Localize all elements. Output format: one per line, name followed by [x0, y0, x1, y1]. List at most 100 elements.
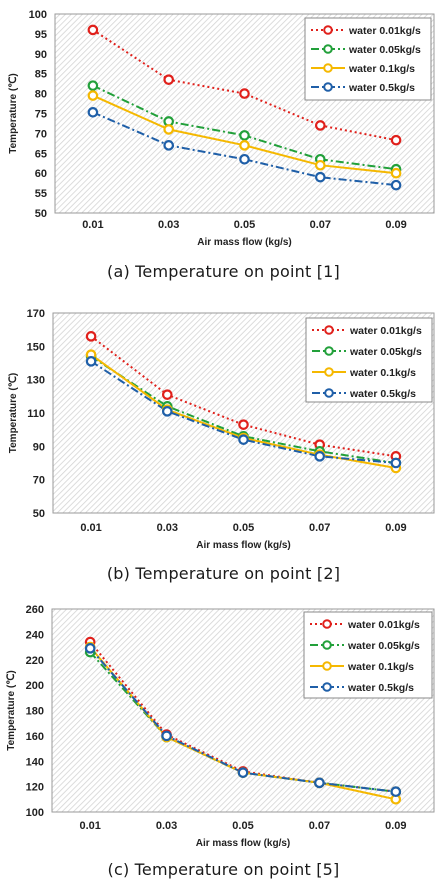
y-tick-label: 170: [27, 308, 45, 320]
y-tick-label: 90: [33, 441, 45, 453]
legend-marker-water-0-01: [322, 619, 332, 629]
legend-marker-water-0-01: [323, 25, 333, 35]
chart-b-plot: 50 70 90 110 130 150 170 0.01 0.03 0.05 0.07 0.09 Ai…: [8, 308, 435, 551]
series-line-water-0-05: [90, 355, 397, 464]
data-point-water-0-5: [314, 171, 326, 183]
data-point-water-0-5: [84, 643, 96, 654]
y-tick-label: 220: [26, 655, 44, 667]
y-tick-label: 50: [33, 508, 45, 520]
x-tick-label: 0.05: [233, 522, 254, 534]
data-point-water-0-01: [87, 24, 99, 36]
data-point-water-0-01: [162, 389, 173, 400]
chart-a-caption: (a) Temperature on point [1]: [107, 262, 340, 281]
x-tick-label: 0.03: [156, 820, 177, 832]
legend-marker-water-0-05: [324, 346, 334, 356]
y-tick-label: 65: [35, 148, 47, 160]
y-tick-label: 100: [26, 807, 44, 819]
y-tick-label: 240: [26, 629, 44, 641]
y-tick-label: 260: [26, 604, 44, 616]
chart-b-caption: (b) Temperature on point [2]: [106, 564, 341, 583]
legend-label-water-0-1: water 0.1kg/s: [347, 661, 414, 673]
y-tick-label: 85: [35, 69, 47, 81]
x-tick-label: 0.09: [385, 820, 406, 832]
data-point-water-0-05: [87, 80, 99, 91]
data-point-water-0-5: [390, 179, 402, 191]
data-point-water-0-1: [87, 90, 99, 101]
data-point-water-0-01: [314, 120, 326, 131]
y-tick-label: 180: [26, 706, 44, 718]
legend-marker-water-0-05: [322, 640, 332, 650]
data-point-water-0-1: [163, 124, 174, 135]
legend-marker-water-0-1: [323, 63, 333, 73]
data-point-water-0-1: [390, 167, 402, 179]
data-point-water-0-5: [85, 356, 97, 367]
y-tick-label: 80: [35, 89, 47, 101]
data-point-water-0-01: [163, 74, 174, 85]
data-point-water-0-5: [314, 451, 325, 462]
y-axis-label: Temperature (℃): [8, 73, 19, 154]
data-point-water-0-01: [390, 134, 402, 146]
legend-marker-water-0-01: [324, 325, 334, 335]
x-axis-label: Air mass flow (kg/s): [196, 838, 290, 849]
x-axis-label: Air mass flow (kg/s): [196, 540, 290, 551]
x-tick-label: 0.07: [309, 522, 330, 534]
chart-panel-a: 50 55 60 65 70 75 80 85 90 95 100 0.01 0.03 0.05 0.07 0…: [0, 0, 447, 296]
y-tick-label: 95: [35, 29, 47, 41]
chart-a-plot: 50 55 60 65 70 75 80 85 90 95 100 0.01 0.03 0.05 0.07 0…: [8, 9, 435, 248]
data-point-water-0-5: [87, 107, 99, 118]
legend-marker-water-0-1: [322, 661, 332, 671]
legend-label-water-0-01: water 0.01kg/s: [348, 25, 421, 37]
series-line-water-0-01: [89, 641, 396, 793]
data-point-water-0-1: [239, 140, 250, 151]
y-axis-label: Temperature (℃): [8, 373, 19, 454]
legend-marker-water-0-5: [324, 388, 334, 398]
data-point-water-0-05: [239, 130, 250, 141]
y-tick-label: 140: [26, 756, 44, 768]
chart-c-caption: (c) Temperature on point [5]: [107, 860, 340, 879]
y-tick-label: 55: [35, 188, 47, 200]
x-tick-label: 0.03: [157, 522, 178, 534]
y-tick-label: 70: [33, 475, 45, 487]
y-tick-label: 200: [26, 680, 44, 692]
legend-label-water-0-01: water 0.01kg/s: [347, 619, 420, 631]
legend: water 0.01kg/s water 0.05kg/s water 0.1kg/…: [305, 317, 433, 403]
x-tick-label: 0.05: [232, 820, 253, 832]
x-tick-label: 0.05: [234, 219, 255, 231]
data-point-water-0-5: [163, 140, 174, 151]
legend: water 0.01kg/s water 0.05kg/s water 0.1kg/…: [304, 17, 432, 101]
legend-label-water-0-1: water 0.1kg/s: [349, 367, 416, 379]
x-tick-label: 0.01: [79, 820, 100, 832]
legend-label-water-0-05: water 0.05kg/s: [349, 346, 422, 358]
legend-marker-water-0-5: [322, 682, 332, 692]
data-point-water-0-5: [390, 457, 402, 469]
y-tick-label: 100: [29, 9, 47, 21]
series-line-water-0-5: [92, 111, 397, 187]
data-point-water-0-5: [390, 786, 402, 797]
legend: water 0.01kg/s water 0.05kg/s water 0.1kg/…: [303, 611, 433, 699]
y-tick-label: 50: [35, 208, 47, 220]
y-tick-label: 120: [26, 782, 44, 794]
legend-marker-water-0-5: [323, 82, 333, 92]
data-point-water-0-5: [161, 730, 172, 742]
y-axis-label: Temperature (℃): [6, 670, 17, 751]
legend-label-water-0-5: water 0.5kg/s: [348, 82, 415, 94]
legend-label-water-0-01: water 0.01kg/s: [349, 325, 422, 337]
data-point-water-0-01: [239, 88, 250, 99]
data-point-water-0-5: [237, 767, 249, 778]
data-point-water-0-5: [239, 153, 250, 165]
x-tick-label: 0.09: [385, 219, 406, 231]
chart-panel-c: 100 120 140 160 180 200 220 240 260 0.01 0.03 0.05 0…: [0, 596, 447, 888]
y-tick-label: 160: [26, 731, 44, 743]
y-tick-label: 70: [35, 128, 47, 140]
chart-c-plot: 100 120 140 160 180 200 220 240 260 0.01 0.03 0.05 0…: [6, 604, 435, 849]
data-point-water-0-1: [314, 159, 326, 171]
legend-label-water-0-05: water 0.05kg/s: [348, 44, 421, 56]
legend-marker-water-0-05: [323, 44, 333, 54]
x-tick-label: 0.07: [310, 219, 331, 231]
x-tick-label: 0.03: [158, 219, 179, 231]
x-tick-label: 0.01: [82, 219, 103, 231]
data-point-water-0-5: [238, 434, 249, 445]
y-tick-label: 90: [35, 49, 47, 61]
legend-label-water-0-05: water 0.05kg/s: [347, 640, 420, 652]
legend-label-water-0-5: water 0.5kg/s: [349, 388, 416, 400]
